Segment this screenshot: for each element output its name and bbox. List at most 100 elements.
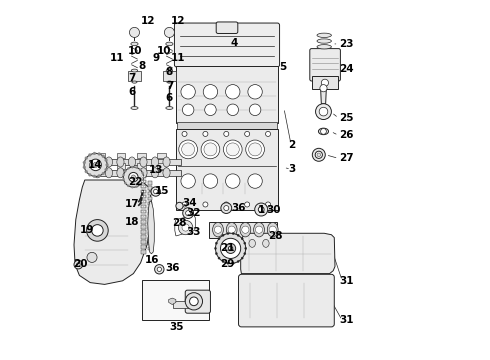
Text: 1: 1	[258, 204, 265, 215]
Text: 28: 28	[172, 218, 187, 228]
Bar	[95, 159, 181, 165]
Circle shape	[144, 191, 145, 192]
Ellipse shape	[317, 33, 331, 37]
Ellipse shape	[318, 128, 328, 135]
FancyBboxPatch shape	[172, 301, 189, 308]
Circle shape	[232, 233, 234, 235]
Circle shape	[88, 174, 91, 176]
Ellipse shape	[131, 69, 138, 72]
FancyBboxPatch shape	[117, 153, 125, 158]
Circle shape	[123, 167, 144, 187]
Bar	[148, 242, 152, 245]
Circle shape	[144, 231, 145, 233]
Text: 16: 16	[145, 255, 159, 265]
Bar	[141, 250, 146, 254]
Circle shape	[225, 174, 240, 188]
Bar	[141, 195, 146, 198]
Circle shape	[215, 226, 221, 233]
Circle shape	[102, 172, 105, 175]
Text: 24: 24	[339, 64, 354, 74]
Circle shape	[201, 140, 220, 159]
Circle shape	[127, 185, 129, 187]
FancyBboxPatch shape	[137, 153, 146, 158]
FancyBboxPatch shape	[97, 163, 105, 169]
Circle shape	[224, 202, 229, 207]
Circle shape	[142, 186, 143, 187]
Circle shape	[143, 176, 145, 178]
Bar	[148, 222, 152, 225]
Circle shape	[237, 260, 239, 262]
Bar	[141, 185, 146, 188]
Text: 29: 29	[220, 258, 235, 269]
Bar	[148, 202, 152, 205]
Circle shape	[131, 186, 133, 188]
Circle shape	[139, 184, 141, 186]
Circle shape	[144, 246, 145, 248]
Circle shape	[131, 175, 136, 179]
Circle shape	[205, 104, 216, 116]
Text: 30: 30	[267, 204, 281, 215]
Text: 12: 12	[171, 16, 185, 26]
Circle shape	[204, 143, 217, 156]
Text: 18: 18	[124, 217, 139, 228]
Circle shape	[232, 262, 234, 264]
Text: 15: 15	[155, 186, 170, 196]
Circle shape	[222, 260, 224, 262]
Polygon shape	[241, 233, 335, 274]
Bar	[141, 240, 146, 244]
Text: 32: 32	[187, 208, 201, 218]
Bar	[141, 210, 146, 213]
Text: 7: 7	[128, 73, 135, 84]
Circle shape	[179, 140, 197, 159]
Ellipse shape	[249, 239, 255, 247]
Ellipse shape	[151, 157, 159, 167]
Circle shape	[218, 238, 220, 240]
Circle shape	[144, 176, 145, 177]
Bar	[148, 237, 152, 240]
Text: 31: 31	[339, 276, 354, 286]
Circle shape	[142, 211, 143, 212]
Text: 21: 21	[220, 243, 235, 253]
Bar	[148, 197, 152, 200]
Bar	[176, 122, 277, 129]
Text: 36: 36	[231, 203, 246, 213]
Bar	[141, 245, 146, 249]
Circle shape	[190, 297, 198, 306]
Circle shape	[142, 236, 143, 238]
Circle shape	[244, 252, 246, 255]
FancyBboxPatch shape	[137, 163, 146, 169]
Ellipse shape	[221, 239, 228, 247]
Circle shape	[88, 153, 91, 156]
Bar	[148, 192, 152, 195]
Circle shape	[98, 174, 100, 177]
Bar	[143, 280, 209, 320]
Circle shape	[182, 104, 194, 116]
Circle shape	[142, 181, 143, 182]
Text: 7: 7	[166, 81, 173, 91]
Bar	[148, 207, 152, 210]
Ellipse shape	[166, 69, 172, 72]
Circle shape	[102, 155, 105, 158]
Text: 10: 10	[157, 46, 172, 56]
Circle shape	[178, 220, 193, 235]
Circle shape	[237, 234, 239, 237]
Text: 31: 31	[339, 315, 354, 325]
Circle shape	[245, 247, 247, 249]
Circle shape	[315, 151, 322, 158]
Text: 34: 34	[182, 198, 196, 208]
Text: 12: 12	[141, 16, 155, 26]
Circle shape	[255, 203, 268, 216]
Text: 17: 17	[124, 199, 139, 210]
Circle shape	[144, 221, 145, 222]
Circle shape	[124, 170, 126, 172]
Circle shape	[151, 187, 160, 196]
Circle shape	[242, 226, 249, 233]
Ellipse shape	[317, 45, 331, 49]
Circle shape	[144, 201, 145, 202]
Circle shape	[84, 153, 107, 176]
Circle shape	[124, 182, 126, 184]
Circle shape	[185, 293, 202, 310]
Circle shape	[320, 85, 327, 92]
Text: 6: 6	[128, 87, 135, 97]
FancyBboxPatch shape	[312, 76, 338, 89]
